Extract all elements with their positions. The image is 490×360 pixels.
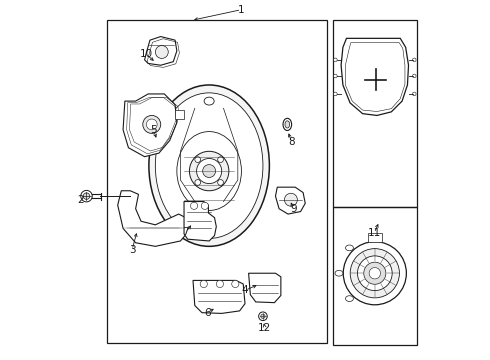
Circle shape <box>143 116 161 134</box>
Ellipse shape <box>345 245 353 251</box>
Circle shape <box>259 312 267 320</box>
Text: 10: 10 <box>140 49 153 59</box>
Polygon shape <box>175 110 184 119</box>
Text: 7: 7 <box>182 227 189 237</box>
Ellipse shape <box>335 270 343 276</box>
Polygon shape <box>193 280 245 314</box>
Ellipse shape <box>285 121 290 128</box>
Circle shape <box>201 202 208 210</box>
Circle shape <box>190 151 229 191</box>
Polygon shape <box>275 187 305 214</box>
Circle shape <box>334 58 337 62</box>
Ellipse shape <box>149 85 270 246</box>
Polygon shape <box>341 39 409 116</box>
Bar <box>107 21 327 343</box>
Circle shape <box>196 158 221 184</box>
Circle shape <box>195 180 200 185</box>
Circle shape <box>218 157 223 162</box>
Text: 11: 11 <box>368 228 381 238</box>
Ellipse shape <box>283 118 292 131</box>
Text: 9: 9 <box>290 204 297 214</box>
Circle shape <box>203 165 216 177</box>
Circle shape <box>81 190 92 202</box>
Text: 4: 4 <box>242 285 248 296</box>
Circle shape <box>261 314 265 319</box>
Circle shape <box>413 92 416 96</box>
Circle shape <box>413 58 416 62</box>
Circle shape <box>147 119 157 130</box>
Ellipse shape <box>204 97 214 105</box>
Bar <box>368 233 382 242</box>
Text: 8: 8 <box>288 138 295 147</box>
Circle shape <box>191 202 197 210</box>
Circle shape <box>195 157 200 162</box>
Circle shape <box>364 262 386 284</box>
Text: 2: 2 <box>77 195 84 205</box>
Ellipse shape <box>155 93 263 238</box>
Circle shape <box>200 280 207 288</box>
Text: 12: 12 <box>258 323 271 333</box>
Text: 3: 3 <box>129 245 135 255</box>
Circle shape <box>83 193 90 199</box>
Circle shape <box>350 249 399 298</box>
Text: 6: 6 <box>204 308 211 318</box>
Polygon shape <box>145 37 177 65</box>
Circle shape <box>334 92 337 96</box>
Circle shape <box>343 242 406 305</box>
Circle shape <box>216 280 223 288</box>
Circle shape <box>232 280 239 288</box>
Polygon shape <box>248 273 281 303</box>
Ellipse shape <box>345 296 353 301</box>
Polygon shape <box>184 202 216 241</box>
Circle shape <box>155 45 168 58</box>
Bar <box>333 207 417 345</box>
Circle shape <box>369 267 381 279</box>
Circle shape <box>334 74 337 78</box>
Circle shape <box>358 256 392 291</box>
Polygon shape <box>123 94 177 157</box>
Polygon shape <box>118 191 190 246</box>
Text: 5: 5 <box>150 125 157 135</box>
Circle shape <box>413 74 416 78</box>
Circle shape <box>218 180 223 185</box>
Text: 1: 1 <box>238 5 245 15</box>
Bar <box>333 21 417 207</box>
Circle shape <box>285 193 297 206</box>
